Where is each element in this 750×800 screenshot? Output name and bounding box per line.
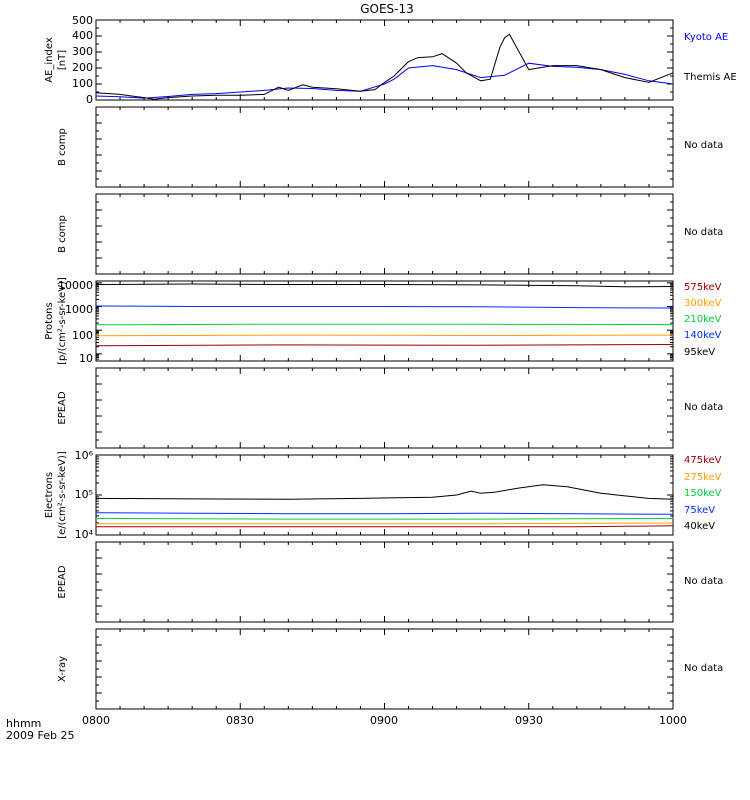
ytick-label: 10⁶ [75,449,94,462]
epead-panel-2: EPEAD No data [57,541,723,623]
xtick-label: 0930 [515,714,543,727]
no-data-label: No data [684,663,723,674]
ytick-label: 400 [72,29,93,42]
ae-ylabel: AE_index [44,37,55,83]
ytick-label: 0 [86,93,93,106]
protons-ylabel-unit: [p/(cm²-s-sr-keV)] [57,277,68,365]
series-line-140kev [95,305,674,309]
ae-index-panel: AE_index [nT] 0 100 200 300 400 500 Kyot… [44,14,737,106]
legend-themis-ae: Themis AE [683,72,737,83]
ae-ylabel-unit: [nT] [57,50,68,70]
x-ray-panel: X-ray No data [57,628,723,710]
series-line-kyoto-ae [95,62,674,99]
x-ray-ylabel: X-ray [57,656,68,682]
b-comp-ylabel: B comp [57,215,68,253]
legend-575kev: 575keV [684,282,722,293]
legend-210kev: 210keV [684,314,722,325]
ytick-label: 100 [72,329,93,342]
x-axis-label-date: 2009 Feb 25 [6,729,74,742]
x-axis-label-time: hhmm [6,717,41,730]
ytick-label: 10⁴ [75,528,94,541]
xtick-label: 0900 [370,714,398,727]
series-line-300kev [95,334,674,337]
series-line-95kev [95,283,674,288]
ytick-label: 10 [79,352,93,365]
electrons-ylabel-unit: [e/(cm²-s-sr-keV)] [57,451,68,539]
b-comp-ylabel: B comp [57,128,68,166]
no-data-label: No data [684,227,723,238]
ytick-label: 10⁵ [75,488,93,501]
protons-panel: Protons [p/(cm²-s-sr-keV)] 10 100 1000 1… [44,277,722,365]
plot-title: GOES-13 [360,2,414,16]
series-line-themis-ae [95,33,674,100]
legend-150kev: 150keV [684,488,722,499]
ytick-label: 200 [72,61,93,74]
series-line-210kev [95,323,674,326]
legend-75kev: 75keV [684,505,715,516]
legend-95kev: 95keV [684,347,715,358]
no-data-label: No data [684,402,723,413]
x-axis: 0800 0830 0900 0930 1000 hhmm 2009 Feb 2… [6,714,687,742]
no-data-label: No data [684,576,723,587]
ytick-label: 500 [72,14,93,27]
series-line-475kev [96,525,674,528]
b-comp-panel-1: B comp No data [57,106,723,188]
ytick-label: 100 [72,77,93,90]
xtick-label: 0800 [82,714,110,727]
series-line-75kev [95,512,674,515]
b-comp-panel-2: B comp No data [57,193,723,275]
xtick-label: 1000 [659,714,687,727]
legend-475kev: 475keV [684,455,722,466]
legend-kyoto-ae: Kyoto AE [684,32,728,43]
no-data-label: No data [684,140,723,151]
legend-140kev: 140keV [684,330,722,341]
legend-300kev: 300keV [684,298,722,309]
ytick-label: 300 [72,45,93,58]
electrons-ylabel: Electrons [44,472,55,518]
xtick-label: 0830 [226,714,254,727]
epead-ylabel: EPEAD [57,565,68,599]
series-line-40kev [95,484,674,500]
protons-ylabel: Protons [44,302,55,339]
ytick-label: 1000 [65,303,93,316]
series-line-150kev [95,517,674,520]
epead-panel-1: EPEAD No data [57,367,723,449]
series-line-575kev [95,344,674,347]
series-line-275kev [96,522,674,525]
legend-40kev: 40keV [684,521,715,532]
ytick-label: 10000 [58,279,93,292]
epead-ylabel: EPEAD [57,391,68,425]
legend-275kev: 275keV [684,472,722,483]
